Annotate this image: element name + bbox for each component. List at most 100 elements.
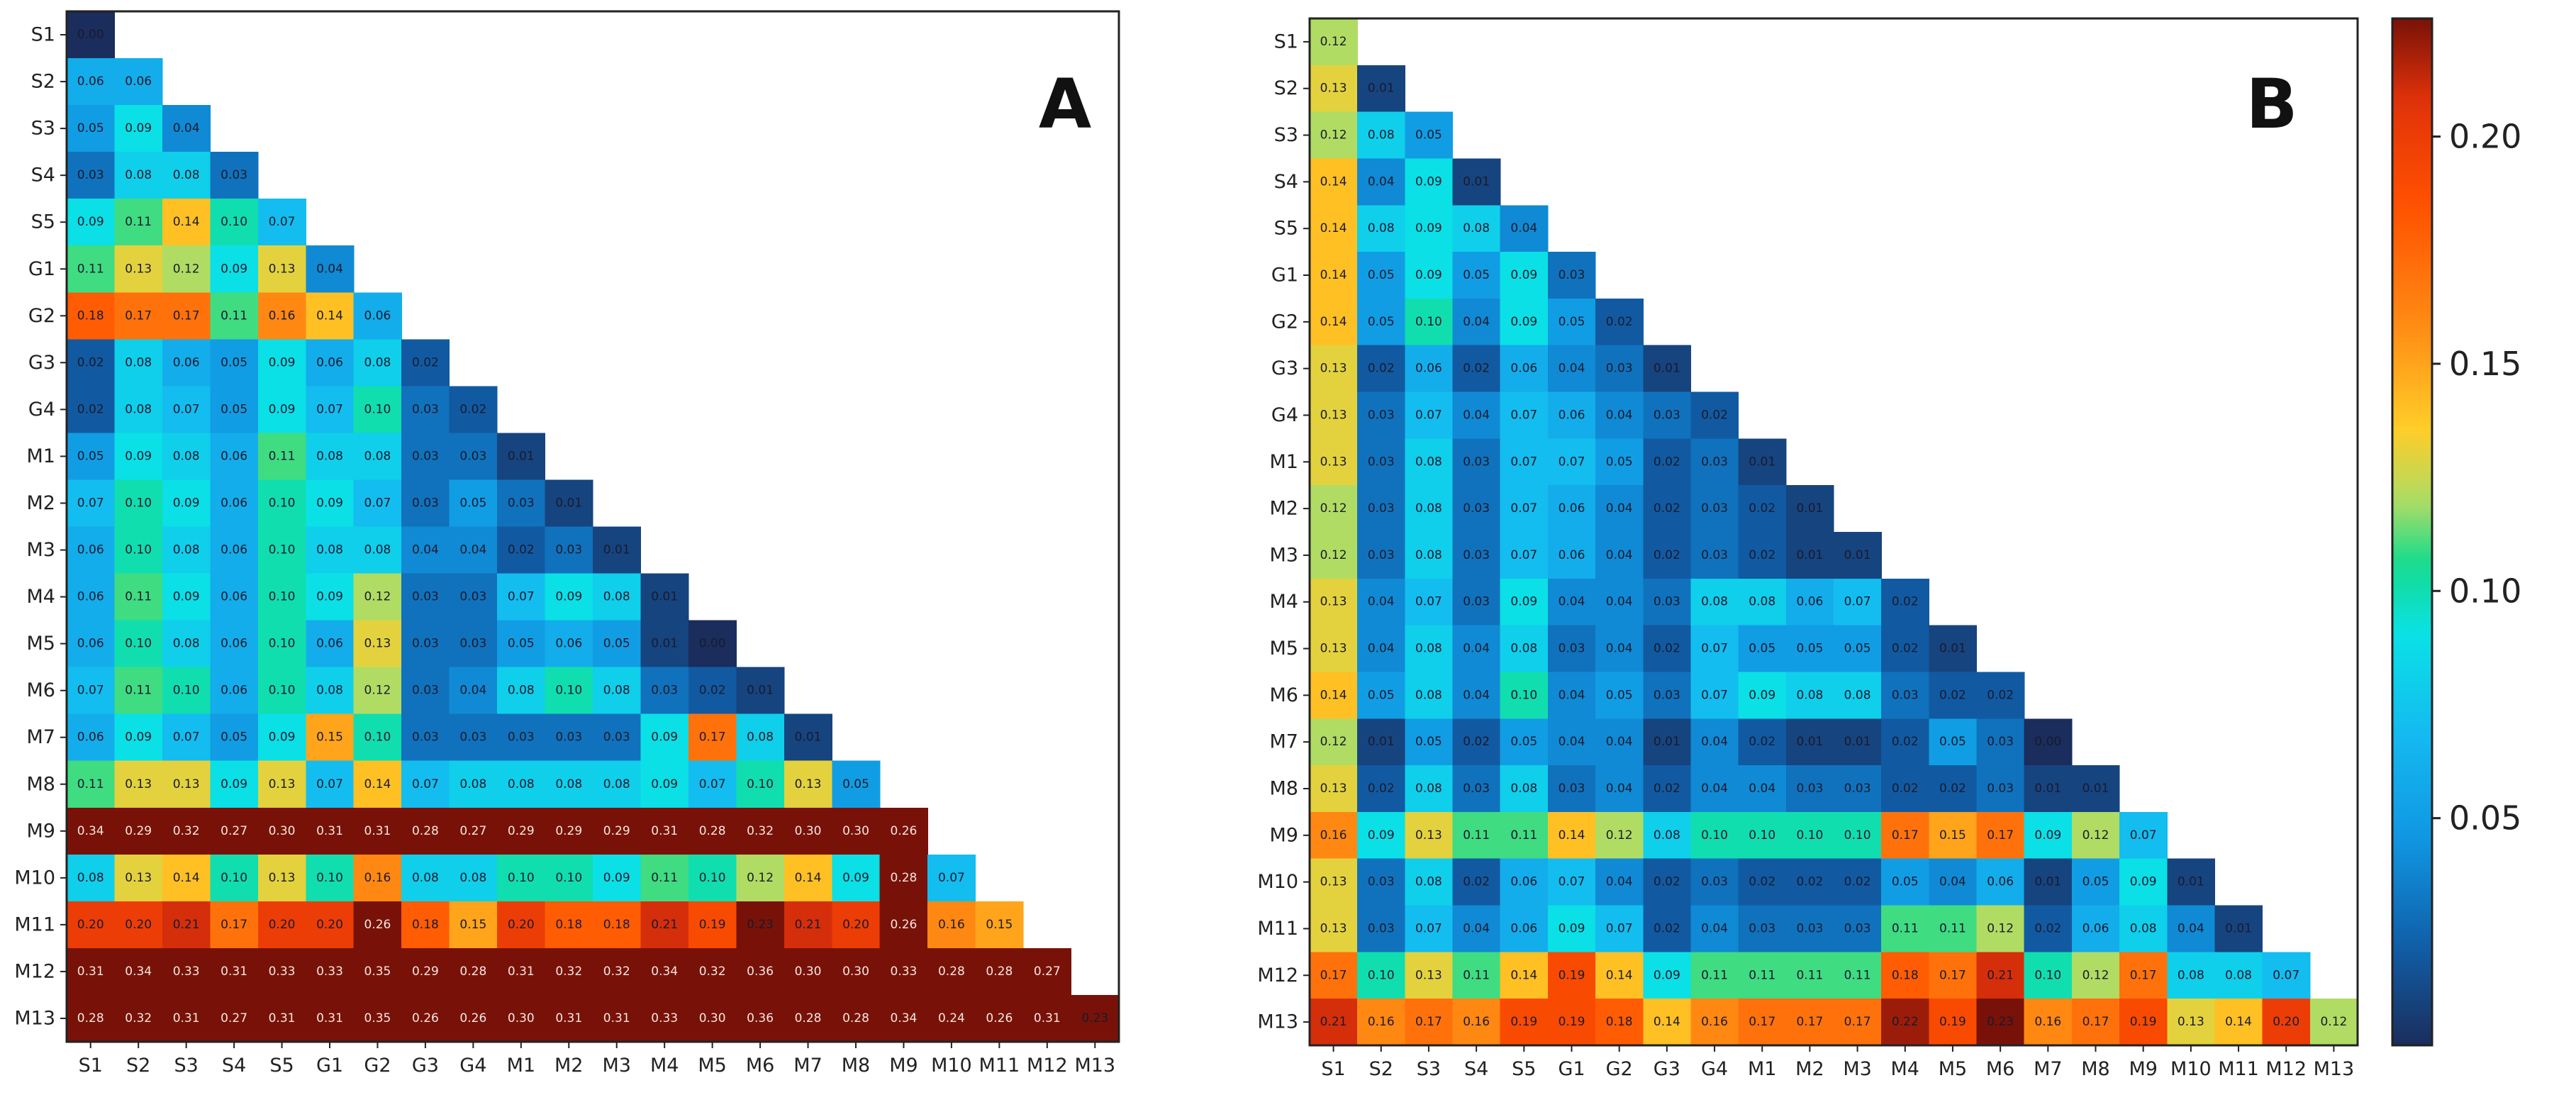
- cell-value-label: 0.04: [1368, 174, 1395, 189]
- heatmap-cell: [1547, 858, 1596, 906]
- y-tick-label: S5: [31, 211, 55, 233]
- heatmap-cell: [257, 479, 306, 528]
- cell-value-label: 0.20: [2273, 1015, 2299, 1029]
- cell-value-label: 0.11: [1844, 968, 1871, 982]
- heatmap-cell: [449, 667, 498, 715]
- x-tick-label: S1: [79, 1055, 103, 1077]
- y-tick-label: G1: [28, 258, 55, 280]
- heatmap-cell: [353, 807, 402, 855]
- cell-value-label: 0.06: [1559, 548, 1585, 562]
- heatmap-cell: [257, 573, 306, 621]
- heatmap-cell: [257, 292, 306, 340]
- cell-value-label: 0.08: [1701, 595, 1728, 609]
- cell-value-label: 0.10: [555, 684, 582, 698]
- cell-value-label: 0.06: [221, 449, 247, 463]
- heatmap-cell: [353, 433, 402, 481]
- heatmap-cell: [1738, 532, 1787, 579]
- heatmap-cell: [2024, 811, 2073, 860]
- heatmap-cell: [1595, 905, 1644, 952]
- cell-value-label: 0.06: [221, 496, 247, 510]
- heatmap-cell: [497, 620, 546, 668]
- cell-value-label: 0.04: [1606, 642, 1633, 656]
- cell-value-label: 0.01: [1368, 735, 1395, 749]
- cell-value-label: 0.09: [1559, 921, 1585, 935]
- heatmap-cell: [497, 854, 546, 902]
- heatmap-cell: [1310, 811, 1358, 860]
- heatmap-cell: [162, 292, 211, 340]
- heatmap-cell: [736, 947, 785, 996]
- cell-value-label: 0.29: [555, 824, 582, 838]
- heatmap-cell: [1834, 952, 1882, 999]
- heatmap-cell: [1405, 672, 1454, 719]
- cell-value-label: 0.04: [1368, 595, 1395, 609]
- heatmap-cell: [1405, 952, 1454, 999]
- cell-value-label: 0.06: [77, 590, 104, 604]
- heatmap-cell: [784, 854, 832, 902]
- cell-value-label: 0.07: [2130, 828, 2157, 843]
- cell-value-label: 0.14: [1320, 688, 1347, 702]
- cell-value-label: 0.07: [1415, 595, 1442, 609]
- cell-value-label: 0.14: [364, 777, 391, 791]
- heatmap-cell: [1976, 952, 2025, 999]
- cell-value-label: 0.08: [2225, 968, 2252, 982]
- y-tick-label: M8: [27, 773, 55, 795]
- cell-value-label: 0.05: [508, 637, 535, 651]
- cell-value-label: 0.07: [699, 777, 726, 791]
- cell-value-label: 0.12: [1320, 128, 1347, 143]
- cell-value-label: 0.03: [651, 684, 678, 698]
- cell-value-label: 0.01: [1796, 548, 1823, 562]
- cell-value-label: 0.03: [1701, 455, 1728, 469]
- cell-value-label: 0.28: [986, 964, 1013, 979]
- heatmap-cell: [1785, 625, 1834, 673]
- cell-value-label: 0.28: [459, 964, 486, 979]
- cell-value-label: 0.08: [1415, 501, 1442, 516]
- heatmap-cell: [1310, 905, 1358, 952]
- heatmap-cell: [162, 854, 211, 902]
- heatmap-cell: [1785, 672, 1834, 719]
- cell-value-label: 0.35: [364, 964, 391, 979]
- cell-value-label: 0.14: [1320, 221, 1347, 235]
- heatmap-cell: [1452, 718, 1501, 766]
- heatmap-cell: [114, 760, 163, 808]
- cell-value-label: 0.26: [364, 918, 391, 932]
- heatmap-cell: [975, 901, 1024, 949]
- heatmap-cell: [1405, 718, 1454, 766]
- heatmap-cell: [1405, 625, 1454, 673]
- heatmap-cell: [257, 807, 306, 855]
- cell-value-label: 0.08: [508, 777, 535, 791]
- cell-value-label: 0.28: [842, 1011, 869, 1025]
- x-tick-label: S5: [269, 1055, 294, 1077]
- cell-value-label: 0.09: [1415, 221, 1442, 235]
- heatmap-cell: [257, 901, 306, 949]
- heatmap-cell: [401, 479, 450, 528]
- cell-value-label: 0.02: [1654, 782, 1680, 796]
- heatmap-cell: [162, 245, 211, 293]
- heatmap-cell: [2024, 905, 2073, 952]
- cell-value-label: 0.03: [1796, 782, 1823, 796]
- cell-value-label: 0.12: [2082, 968, 2109, 982]
- heatmap-cell: [1452, 952, 1501, 999]
- cell-value-label: 0.08: [1415, 642, 1442, 656]
- heatmap-cell: [306, 760, 355, 808]
- cell-value-label: 0.01: [2034, 875, 2061, 889]
- x-tick-label: M7: [2034, 1058, 2062, 1080]
- cell-value-label: 0.08: [603, 777, 630, 791]
- heatmap-cell: [593, 994, 642, 1042]
- x-tick-label: M6: [746, 1055, 774, 1077]
- heatmap-cell: [306, 386, 355, 434]
- heatmap-cell: [1643, 345, 1692, 393]
- cell-value-label: 0.21: [1320, 1015, 1347, 1029]
- heatmap-cell: [784, 713, 832, 762]
- cell-value-label: 0.09: [77, 215, 104, 229]
- colorbar: 0.05 0.10 0.15 0.20: [2391, 17, 2521, 1047]
- y-tick-label: M6: [27, 679, 55, 701]
- heatmap-cell: [67, 994, 116, 1042]
- cell-value-label: 0.10: [1510, 688, 1537, 702]
- cell-value-label: 0.13: [1320, 455, 1347, 469]
- heatmap-cell: [210, 947, 259, 996]
- heatmap-cell: [67, 58, 116, 106]
- heatmap-cell: [1405, 391, 1454, 439]
- heatmap-cell: [1690, 391, 1739, 439]
- cell-value-label: 0.03: [1701, 875, 1728, 889]
- cell-value-label: 0.04: [459, 684, 486, 698]
